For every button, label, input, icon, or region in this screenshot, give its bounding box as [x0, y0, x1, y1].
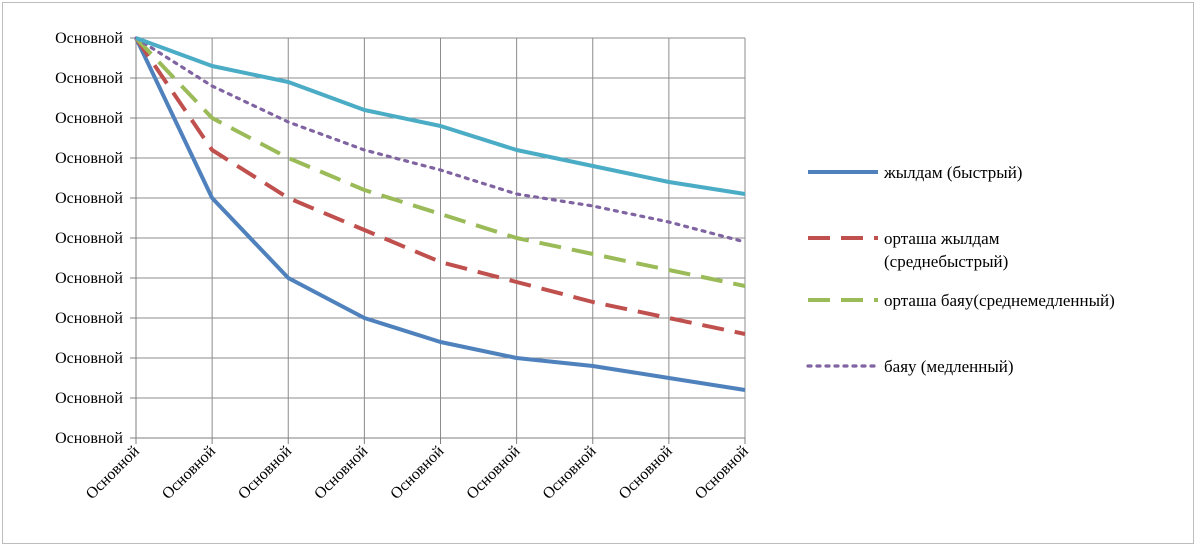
series-line-1 — [134, 37, 746, 392]
legend: жылдам (быстрый) орташа жылдам (среднебыст… — [806, 163, 1115, 376]
x-tick-label: Основной — [311, 443, 371, 503]
series-line-5 — [135, 36, 746, 196]
y-tick-label: Основной — [55, 390, 123, 407]
series-line-2 — [134, 36, 746, 336]
series-line-4 — [134, 36, 747, 244]
series-lines — [134, 36, 747, 392]
legend-label: орташа баяу(среднемедленный) — [884, 291, 1115, 310]
series-line-3 — [134, 36, 746, 288]
y-tick-label: Основной — [55, 270, 123, 287]
y-tick-label: Основной — [55, 190, 123, 207]
y-tick-label: Основной — [55, 150, 123, 167]
legend-label: орташа жылдам — [884, 229, 1000, 248]
y-tick-label: Основной — [55, 70, 123, 87]
x-tick-label: Основной — [159, 443, 219, 503]
y-tick-label: Основной — [55, 230, 123, 247]
x-tick-label: Основной — [616, 443, 676, 503]
y-tick-labels: Основной Основной Основной Основной Основной… — [55, 30, 123, 447]
x-tick-label: Основной — [463, 443, 523, 503]
legend-label: (среднебыстрый) — [884, 252, 1008, 271]
x-tick-label: Основной — [387, 443, 447, 503]
y-tick-label: Основной — [55, 310, 123, 327]
x-tick-label: Основной — [83, 443, 143, 503]
x-tick-labels: Основной Основной Основной Основной Основной… — [83, 443, 752, 503]
y-tick-label: Основной — [55, 430, 123, 447]
x-tick-label: Основной — [540, 443, 600, 503]
y-tick-label: Основной — [55, 30, 123, 47]
gridlines — [136, 37, 746, 439]
legend-label: баяу (медленный) — [884, 357, 1014, 376]
y-tick-label: Основной — [55, 350, 123, 367]
x-tick-label: Основной — [692, 443, 752, 503]
x-tick-label: Основной — [235, 443, 295, 503]
y-tick-label: Основной — [55, 110, 123, 127]
legend-label: жылдам (быстрый) — [883, 163, 1022, 182]
axes — [130, 37, 746, 444]
